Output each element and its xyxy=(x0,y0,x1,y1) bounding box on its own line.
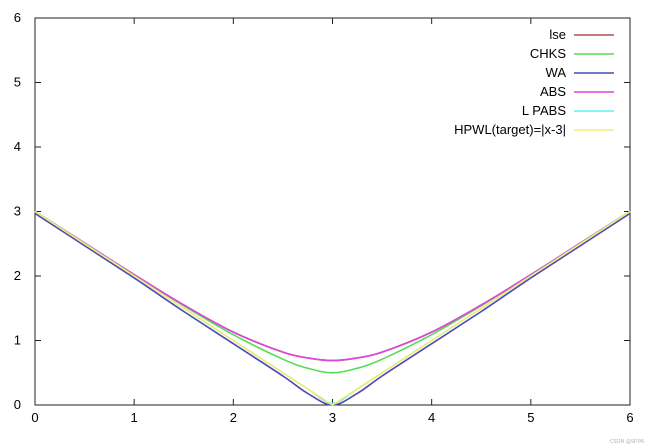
series-line-1 xyxy=(34,210,631,374)
tick-layer: 0 1 2 3 4 5 6 0 1 2 3 4 5 6 xyxy=(14,10,634,425)
legend-label: L PABS xyxy=(522,103,566,118)
y-tick-label: 0 xyxy=(14,397,21,412)
series-line-3 xyxy=(34,210,631,362)
y-tick-label: 5 xyxy=(14,75,21,90)
x-tick-label: 1 xyxy=(131,410,138,425)
y-tick-label: 4 xyxy=(14,139,21,154)
x-tick-label: 4 xyxy=(428,410,435,425)
legend-label: ABS xyxy=(540,84,566,99)
legend-label: lse xyxy=(549,27,566,42)
series-line-4 xyxy=(34,210,631,404)
legend-label: HPWL(target)=|x-3| xyxy=(454,122,566,137)
y-tick-label: 1 xyxy=(14,333,21,348)
y-tick-label: 6 xyxy=(14,10,21,25)
x-tick-label: 6 xyxy=(626,410,633,425)
y-tick-label: 3 xyxy=(14,204,21,219)
y-tick-label: 2 xyxy=(14,268,21,283)
series-line-5 xyxy=(34,210,631,406)
series-layer xyxy=(34,210,631,406)
legend-label: CHKS xyxy=(530,46,566,61)
legend: lse CHKS WA ABS L PABS HPWL(target)=|x-3| xyxy=(454,27,614,137)
x-tick-label: 5 xyxy=(527,410,534,425)
x-tick-label: 0 xyxy=(31,410,38,425)
plot-frame xyxy=(34,17,631,406)
legend-label: WA xyxy=(546,65,567,80)
watermark-text: CSDN @SP.PA xyxy=(610,439,644,445)
x-tick-label: 3 xyxy=(329,410,336,425)
x-tick-label: 2 xyxy=(230,410,237,425)
series-line-0 xyxy=(34,210,631,362)
series-line-2 xyxy=(34,212,631,406)
